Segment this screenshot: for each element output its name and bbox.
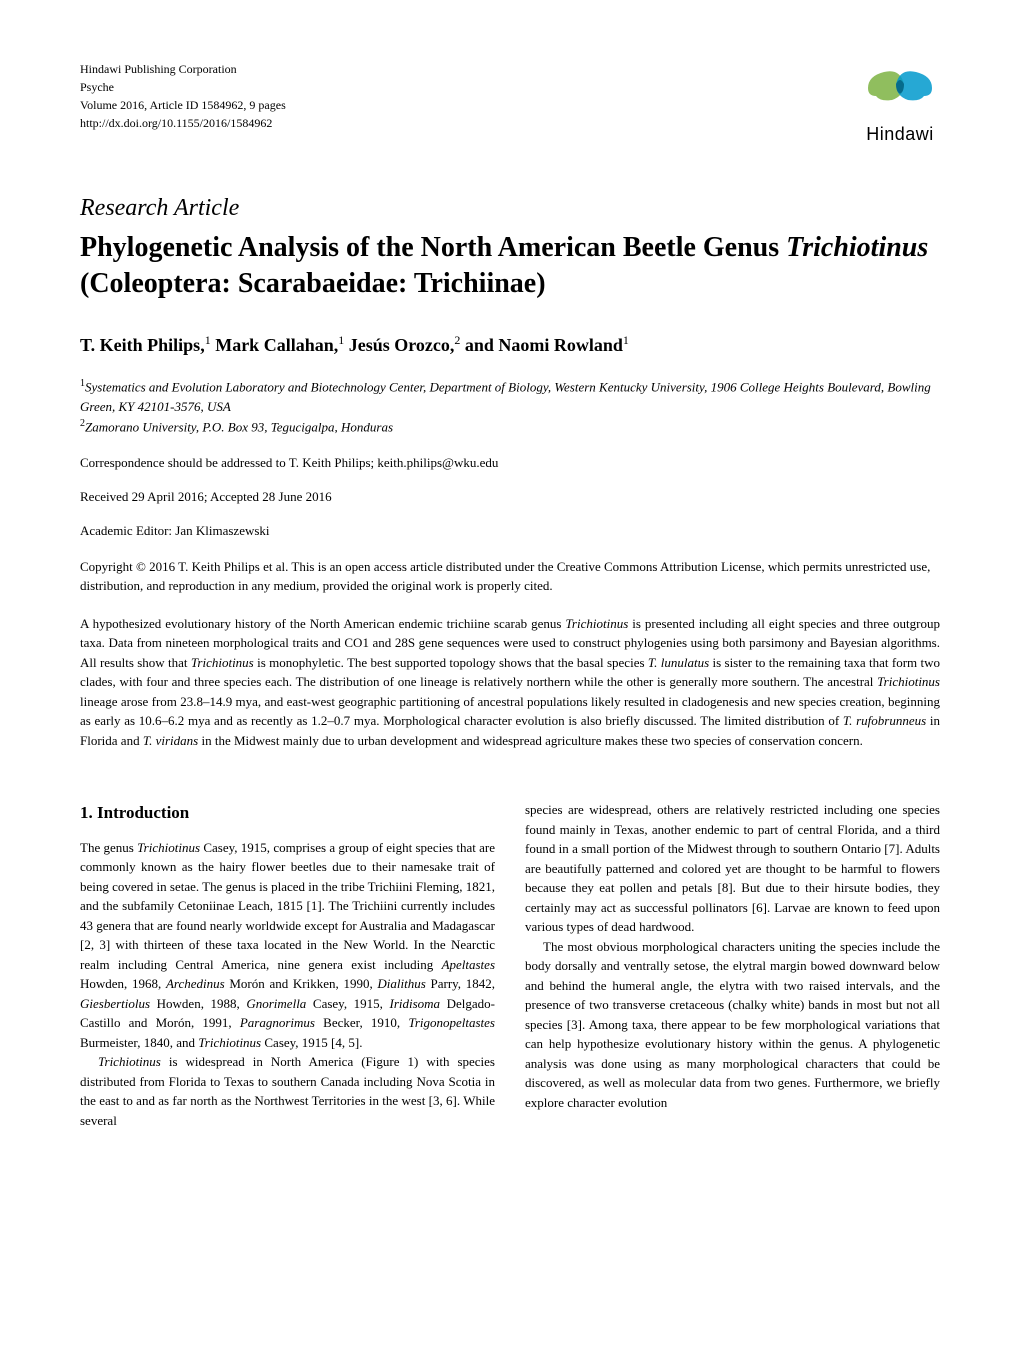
correspondence: Correspondence should be addressed to T.… (80, 455, 940, 471)
journal-name: Psyche (80, 78, 286, 96)
publication-info: Hindawi Publishing Corporation Psyche Vo… (80, 60, 286, 132)
body-columns: 1. Introduction The genus Trichiotinus C… (80, 800, 940, 1130)
section-heading: 1. Introduction (80, 800, 495, 826)
article-dates: Received 29 April 2016; Accepted 28 June… (80, 489, 940, 505)
article-type: Research Article (80, 195, 940, 222)
column-2-text: species are widespread, others are relat… (525, 800, 940, 1112)
doi-link: http://dx.doi.org/10.1155/2016/1584962 (80, 114, 286, 132)
publisher-corporation: Hindawi Publishing Corporation (80, 60, 286, 78)
hindawi-logo-icon (860, 60, 940, 120)
publisher-logo: Hindawi (860, 60, 940, 145)
volume-info: Volume 2016, Article ID 1584962, 9 pages (80, 96, 286, 114)
page-header: Hindawi Publishing Corporation Psyche Vo… (80, 60, 940, 145)
publisher-logo-text: Hindawi (866, 124, 934, 145)
affiliations: 1Systematics and Evolution Laboratory an… (80, 376, 940, 437)
left-column: 1. Introduction The genus Trichiotinus C… (80, 800, 495, 1130)
authors-list: T. Keith Philips,1 Mark Callahan,1 Jesús… (80, 333, 940, 356)
right-column: species are widespread, others are relat… (525, 800, 940, 1130)
copyright-notice: Copyright © 2016 T. Keith Philips et al.… (80, 557, 940, 596)
column-1-text: The genus Trichiotinus Casey, 1915, comp… (80, 838, 495, 1131)
abstract: A hypothesized evolutionary history of t… (80, 614, 940, 751)
article-title: Phylogenetic Analysis of the North Ameri… (80, 230, 940, 303)
academic-editor: Academic Editor: Jan Klimaszewski (80, 523, 940, 539)
